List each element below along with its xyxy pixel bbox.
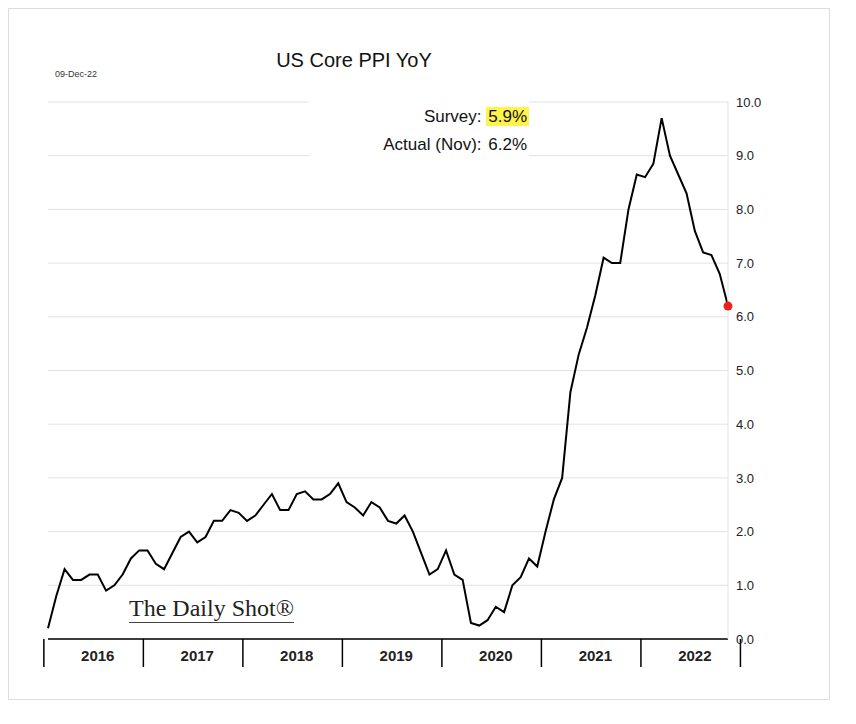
- svg-text:2022: 2022: [678, 647, 711, 664]
- svg-text:2021: 2021: [579, 647, 612, 664]
- html-text:The Daily Shot®: The Daily Shot®: [129, 595, 294, 621]
- svg-text:10.0: 10.0: [736, 95, 761, 110]
- svg-text:2.0: 2.0: [736, 524, 754, 539]
- svg-text:2016: 2016: [81, 647, 114, 664]
- svg-text:2018: 2018: [280, 647, 313, 664]
- html-text:09-Dec-22: 09-Dec-22: [55, 69, 97, 79]
- html-text:Survey: 5.9%: Survey: 5.9%: [423, 107, 527, 126]
- svg-text:2019: 2019: [380, 647, 413, 664]
- svg-text:2017: 2017: [181, 647, 214, 664]
- svg-text:8.0: 8.0: [736, 202, 754, 217]
- svg-text:4.0: 4.0: [736, 417, 754, 432]
- svg-text:5.0: 5.0: [736, 363, 754, 378]
- svg-text:9.0: 9.0: [736, 148, 754, 163]
- html-text:Actual (Nov): 6.2%: Actual (Nov): 6.2%: [383, 135, 527, 154]
- svg-text:1.0: 1.0: [736, 578, 754, 593]
- svg-text:0.0: 0.0: [736, 632, 754, 647]
- html-text:US Core PPI YoY: US Core PPI YoY: [276, 49, 432, 71]
- svg-text:3.0: 3.0: [736, 471, 754, 486]
- svg-text:6.0: 6.0: [736, 309, 754, 324]
- svg-text:7.0: 7.0: [736, 256, 754, 271]
- svg-text:2020: 2020: [479, 647, 512, 664]
